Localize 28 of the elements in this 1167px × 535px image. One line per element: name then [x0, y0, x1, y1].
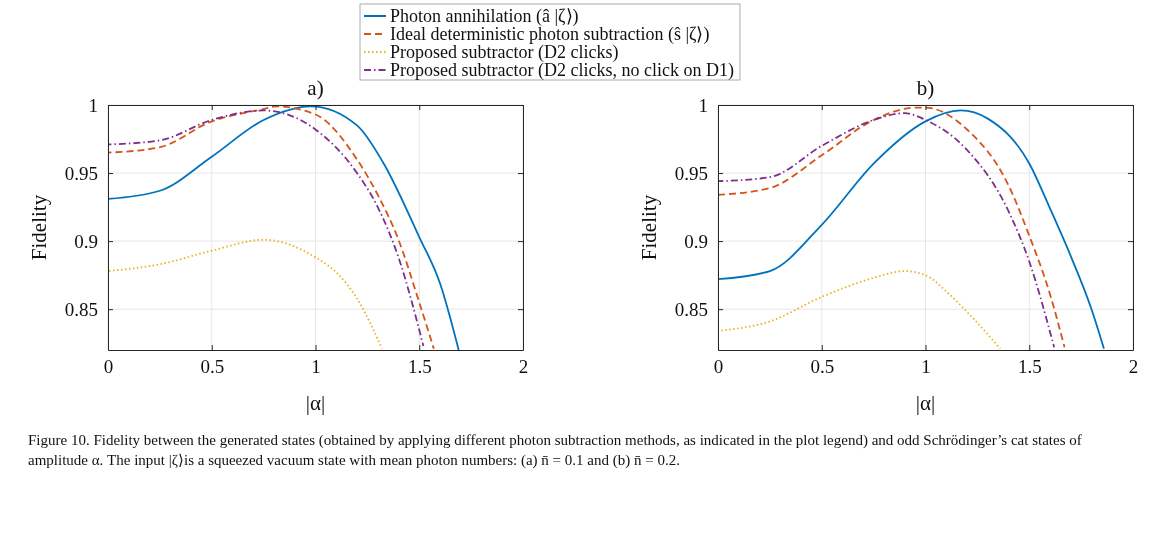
- x-tick-label: 1.5: [1017, 356, 1042, 378]
- line-series: [718, 270, 1002, 350]
- x-tick-label: 0: [713, 356, 724, 378]
- caption: Figure 10. Fidelity between the generated states (obtained by applying different photon subtraction methods, as indicated in the plot legend) and odd Schrödinger’s cat states of amplitude α. The input |ζ⟩is a squeezed vacuum state with mean photon numbers: (a) n̄ = 0.1 and (b) n̄ = 0.2.: [28, 431, 1083, 470]
- chart-title: b): [916, 76, 935, 100]
- y-tick-label: 1: [698, 94, 708, 116]
- x-tick-label: 0.5: [200, 356, 225, 378]
- y-tick-label: 0.85: [674, 298, 708, 320]
- y-axis-title: Fidelity: [637, 194, 661, 261]
- y-tick-label: 0.95: [674, 162, 708, 184]
- legend-label: Photon annihilation (â |ζ⟩): [390, 6, 579, 27]
- y-tick-label: 0.85: [64, 298, 98, 320]
- y-axis-title: Fidelity: [27, 194, 51, 261]
- x-axis-title: |α|: [915, 391, 936, 415]
- y-tick-label: 0.9: [684, 230, 708, 252]
- x-tick-label: 2: [518, 356, 529, 378]
- x-tick-label: 1.5: [407, 356, 432, 378]
- line-series: [108, 238, 383, 350]
- y-tick-label: 0.95: [64, 162, 98, 184]
- x-tick-label: 1: [921, 356, 931, 378]
- chart-title: a): [307, 76, 324, 100]
- x-tick-label: 0: [103, 356, 114, 378]
- y-tick-label: 1: [88, 94, 98, 116]
- x-tick-label: 0.5: [810, 356, 835, 378]
- x-tick-label: 2: [1128, 356, 1139, 378]
- y-tick-label: 0.9: [74, 230, 98, 252]
- x-axis-title: |α|: [305, 391, 326, 415]
- x-tick-label: 1: [311, 356, 321, 378]
